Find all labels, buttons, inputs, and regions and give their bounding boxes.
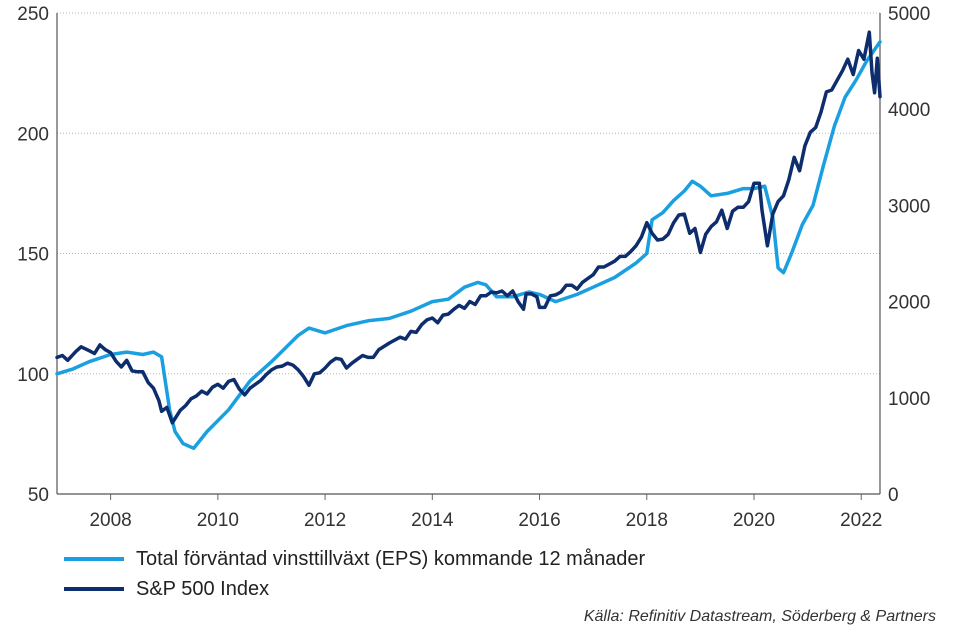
y-right-tick-label: 1000: [888, 389, 930, 410]
legend-label-eps: Total förväntad vinsttillväxt (EPS) komm…: [136, 547, 646, 570]
series-line-eps: [55, 40, 882, 451]
x-tick-label: 2014: [411, 510, 454, 531]
y-left-tick-label: 150: [17, 245, 49, 266]
y-right-tick-label: 4000: [888, 100, 930, 121]
x-tick-label: 2016: [518, 510, 560, 531]
x-tick-label: 2022: [840, 510, 882, 531]
y-right-tick-label: 5000: [888, 4, 930, 25]
series-line-sp500: [55, 30, 882, 425]
x-tick-label: 2008: [89, 510, 131, 531]
legend-label-sp500: S&P 500 Index: [136, 577, 270, 600]
x-tick-label: 2010: [197, 510, 239, 531]
y-left-tick-label: 100: [17, 365, 49, 386]
y-left-tick-label: 250: [17, 4, 49, 25]
legend-item-eps: Total förväntad vinsttillväxt (EPS) komm…: [64, 544, 645, 574]
x-tick-label: 2018: [626, 510, 668, 531]
source-note: Källa: Refinitiv Datastream, Söderberg &…: [583, 608, 936, 625]
x-tick-label: 2012: [304, 510, 346, 531]
axes: [56, 13, 881, 500]
y-right-tick-label: 2000: [888, 293, 930, 314]
y-left-tick-label: 50: [28, 485, 49, 506]
line-chart: 50 100 150 200 250 0 1000 2000 3000 4000 5000 2008 2…: [17, 4, 930, 531]
legend-swatch-sp500: [64, 587, 124, 591]
y-left-tick-label: 200: [17, 124, 49, 145]
legend-item-sp500: S&P 500 Index: [64, 574, 645, 604]
x-tick-label: 2020: [733, 510, 775, 531]
y-right-tick-label: 3000: [888, 196, 930, 217]
y-right-tick-label: 0: [888, 485, 899, 506]
legend: Total förväntad vinsttillväxt (EPS) komm…: [64, 544, 645, 604]
tick-labels: 50 100 150 200 250 0 1000 2000 3000 4000 5000 2008 2…: [17, 4, 930, 531]
legend-swatch-eps: [64, 557, 124, 561]
gridlines: [57, 12, 880, 375]
series-lines: [55, 30, 882, 451]
